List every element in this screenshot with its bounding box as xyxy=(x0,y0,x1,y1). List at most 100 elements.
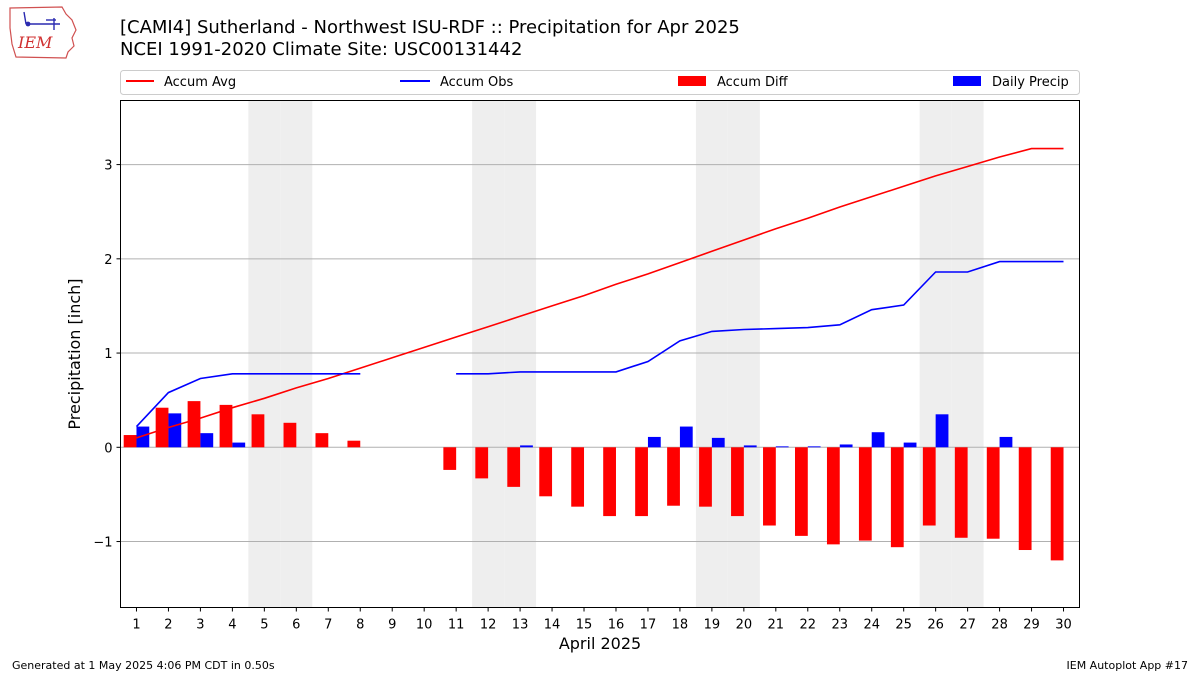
accum-diff-bar xyxy=(699,447,712,507)
accum-diff-bar xyxy=(826,447,840,545)
x-tick-label: 13 xyxy=(512,618,529,633)
x-tick-label: 21 xyxy=(768,618,785,633)
daily-precip-bar xyxy=(775,446,789,448)
daily-precip-bar xyxy=(232,442,246,448)
daily-precip-bar xyxy=(743,445,757,448)
x-tick-label: 2 xyxy=(164,618,172,633)
x-tick-label: 23 xyxy=(831,618,848,633)
daily-precip-bar xyxy=(679,426,693,448)
weekend-shade xyxy=(248,100,281,608)
x-tick-label: 1 xyxy=(132,618,140,633)
accum-diff-bar xyxy=(347,440,361,448)
plot-frame xyxy=(120,100,1080,608)
legend-swatch-accum-diff xyxy=(678,76,706,86)
legend-label-accum-diff: Accum Diff xyxy=(717,75,789,90)
x-tick-label: 14 xyxy=(544,618,561,633)
accum-diff-bar xyxy=(123,435,137,448)
chart-subtitle: NCEI 1991-2020 Climate Site: USC00131442 xyxy=(120,39,523,60)
x-tick-label: 28 xyxy=(991,618,1008,633)
x-tick-label: 4 xyxy=(228,618,236,633)
accum-diff-bar xyxy=(954,447,968,538)
accum-diff-bar xyxy=(667,447,680,506)
daily-precip-bar xyxy=(520,445,533,448)
x-tick-label: 25 xyxy=(895,618,912,633)
x-tick-label: 29 xyxy=(1023,618,1040,633)
generated-timestamp: Generated at 1 May 2025 4:06 PM CDT in 0… xyxy=(12,659,275,672)
x-tick-label: 6 xyxy=(292,618,300,633)
accum-diff-bar xyxy=(603,447,616,517)
chart-title: [CAMI4] Sutherland - Northwest ISU-RDF :… xyxy=(120,17,740,38)
weather-station-icon xyxy=(23,11,60,30)
legend-swatch-daily-precip xyxy=(953,76,981,86)
weekend-shade xyxy=(280,100,313,608)
accum-diff-bar xyxy=(986,447,1000,539)
accum-diff-bar xyxy=(890,447,904,548)
iowa-outline-icon xyxy=(9,6,77,59)
y-ticks: 3 2 1 0 −1 xyxy=(93,159,121,551)
legend-label-accum-avg: Accum Avg xyxy=(164,75,236,90)
logo-text: IEM xyxy=(17,33,53,52)
x-tick-label: 16 xyxy=(608,618,625,633)
y-tick-label: 1 xyxy=(104,347,112,362)
x-tick-label: 19 xyxy=(704,618,721,633)
x-axis-label: April 2025 xyxy=(559,634,641,653)
x-tick-label: 17 xyxy=(640,618,657,633)
daily-precip-bar xyxy=(871,432,885,448)
sensor-dot-icon xyxy=(25,21,31,27)
legend: Accum Avg Accum Obs Accum Diff Daily Pre… xyxy=(120,70,1080,95)
x-tick-label: 9 xyxy=(388,618,396,633)
app-credit: IEM Autoplot App #17 xyxy=(1066,659,1189,672)
grid-lines xyxy=(120,164,1080,543)
accum-diff-bar xyxy=(1050,447,1064,561)
x-tick-label: 11 xyxy=(448,618,465,633)
y-tick-label: 3 xyxy=(104,159,112,174)
iem-logo: IEM xyxy=(9,6,77,59)
accum-diff-bar xyxy=(794,447,808,536)
daily-precip-bar xyxy=(711,437,725,448)
accum-diff-bar xyxy=(507,447,521,487)
accum-diff-bar xyxy=(922,447,936,526)
daily-precip-bar xyxy=(136,426,150,448)
lines xyxy=(135,147,1064,439)
y-tick-label: 2 xyxy=(104,253,112,268)
weekend-shade xyxy=(472,100,505,608)
x-tick-label: 10 xyxy=(416,618,433,633)
accum-diff-bar xyxy=(475,447,489,479)
accum-diff-bar xyxy=(155,407,169,448)
x-tick-label: 24 xyxy=(863,618,880,633)
daily-precip-bar xyxy=(839,444,853,448)
accum-diff-bar xyxy=(571,447,585,507)
accum-diff-bar xyxy=(283,422,297,448)
accum-diff-bar xyxy=(539,447,553,497)
accum-diff-bar xyxy=(315,433,329,448)
weekend-shading xyxy=(248,100,984,608)
y-tick-label: 0 xyxy=(104,441,112,456)
accum-diff-bar xyxy=(251,414,265,448)
x-tick-label: 8 xyxy=(356,618,364,633)
y-tick-label: −1 xyxy=(93,536,112,551)
x-tick-label: 26 xyxy=(927,618,944,633)
x-tick-label: 3 xyxy=(196,618,204,633)
accum-diff-bar xyxy=(858,447,872,541)
x-tick-label: 30 xyxy=(1055,618,1072,633)
legend-label-daily-precip: Daily Precip xyxy=(992,75,1069,90)
accum-diff-bar xyxy=(187,401,201,448)
x-tick-label: 5 xyxy=(260,618,268,633)
x-tick-label: 7 xyxy=(324,618,332,633)
x-ticks: 1 2 3 4 5 6 7 8 9 10 11 12 13 14 15 16 17 18 19 20 21 22 23 24 2… xyxy=(132,607,1072,633)
x-tick-label: 27 xyxy=(959,618,976,633)
x-tick-label: 22 xyxy=(800,618,817,633)
daily-precip-bar xyxy=(903,442,917,448)
daily-precip-bar xyxy=(168,413,182,448)
weekend-shade xyxy=(727,100,760,608)
accum-diff-bar xyxy=(443,447,457,470)
daily-precip-bar xyxy=(999,436,1013,448)
daily-precip-bar xyxy=(807,446,821,448)
weekend-shade xyxy=(695,100,728,608)
y-axis-label: Precipitation [inch] xyxy=(65,278,84,429)
bars xyxy=(123,401,1064,561)
weekend-shade xyxy=(504,100,537,608)
x-tick-label: 15 xyxy=(576,618,593,633)
daily-precip-bar xyxy=(935,414,949,448)
